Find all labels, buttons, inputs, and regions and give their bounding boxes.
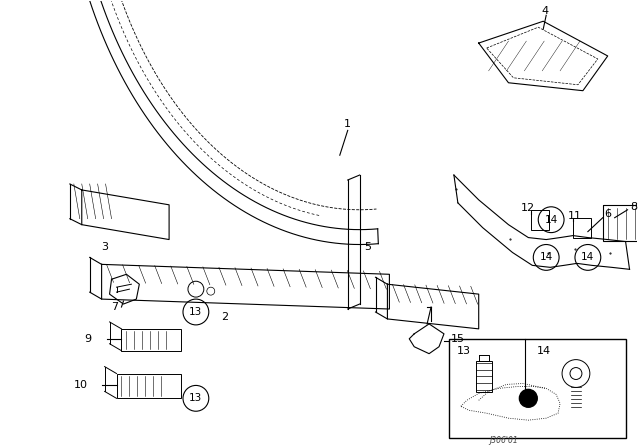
Text: 14: 14 — [540, 252, 553, 263]
Text: 12: 12 — [520, 203, 534, 213]
Text: 2: 2 — [221, 312, 228, 322]
Text: 14: 14 — [581, 252, 595, 263]
Circle shape — [520, 389, 537, 407]
Bar — [531, 210, 549, 230]
Text: 9: 9 — [84, 334, 91, 344]
Text: 1: 1 — [344, 120, 351, 129]
Text: 5: 5 — [365, 242, 372, 253]
Text: 11: 11 — [568, 211, 582, 221]
Bar — [116, 374, 181, 398]
Text: 10: 10 — [74, 380, 88, 390]
Text: 13: 13 — [189, 393, 202, 403]
Text: 15: 15 — [451, 334, 465, 344]
Text: 7: 7 — [111, 302, 118, 312]
Text: 13: 13 — [457, 346, 471, 356]
Bar — [476, 361, 492, 392]
Bar — [603, 205, 640, 241]
Text: 4: 4 — [541, 6, 548, 16]
Bar — [122, 329, 181, 351]
Text: 14: 14 — [545, 215, 558, 225]
Text: 8: 8 — [630, 202, 637, 212]
Bar — [449, 339, 625, 438]
Text: 14: 14 — [537, 346, 552, 356]
Bar — [573, 218, 591, 237]
Text: J306'01: J306'01 — [489, 436, 518, 445]
Text: 6: 6 — [605, 209, 612, 219]
Text: 3: 3 — [102, 242, 109, 253]
Text: 13: 13 — [189, 307, 202, 317]
